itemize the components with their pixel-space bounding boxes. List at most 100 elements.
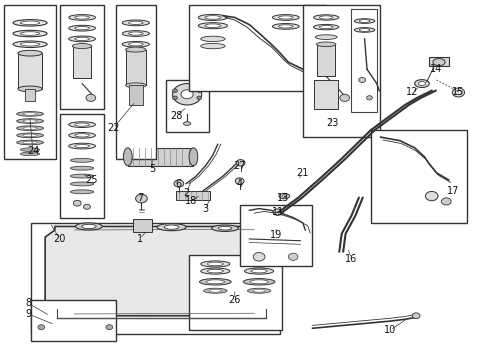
Ellipse shape bbox=[201, 261, 229, 267]
Ellipse shape bbox=[183, 122, 190, 125]
Text: 14: 14 bbox=[429, 64, 442, 74]
Ellipse shape bbox=[75, 223, 102, 230]
Ellipse shape bbox=[319, 26, 332, 29]
Circle shape bbox=[172, 89, 177, 93]
Bar bbox=[165, 80, 208, 132]
Text: 28: 28 bbox=[170, 111, 182, 121]
Ellipse shape bbox=[164, 225, 179, 229]
Text: 9: 9 bbox=[25, 309, 31, 319]
Ellipse shape bbox=[23, 127, 37, 130]
Text: 17: 17 bbox=[447, 186, 459, 196]
Ellipse shape bbox=[354, 19, 374, 23]
Bar bbox=[239, 205, 311, 266]
Ellipse shape bbox=[128, 42, 143, 46]
Ellipse shape bbox=[250, 262, 266, 266]
Ellipse shape bbox=[207, 269, 223, 273]
Circle shape bbox=[339, 94, 349, 102]
Ellipse shape bbox=[250, 269, 266, 273]
Text: 23: 23 bbox=[325, 118, 338, 128]
Ellipse shape bbox=[199, 279, 231, 285]
Ellipse shape bbox=[313, 24, 338, 30]
Ellipse shape bbox=[70, 166, 94, 170]
Ellipse shape bbox=[20, 148, 40, 152]
Circle shape bbox=[172, 96, 177, 100]
Text: 6: 6 bbox=[176, 179, 182, 189]
Ellipse shape bbox=[209, 289, 221, 292]
Polygon shape bbox=[127, 148, 193, 166]
Bar bbox=[302, 5, 379, 137]
Ellipse shape bbox=[313, 15, 338, 20]
Ellipse shape bbox=[278, 25, 292, 28]
Bar bbox=[188, 255, 282, 330]
Polygon shape bbox=[38, 318, 112, 336]
Circle shape bbox=[287, 253, 297, 260]
Text: 19: 19 bbox=[269, 230, 282, 240]
Bar bbox=[60, 5, 104, 109]
Text: 24: 24 bbox=[27, 147, 39, 157]
Circle shape bbox=[253, 252, 264, 261]
Text: 12: 12 bbox=[405, 87, 418, 98]
Ellipse shape bbox=[20, 42, 40, 46]
Circle shape bbox=[236, 159, 244, 166]
Text: 16: 16 bbox=[345, 253, 357, 264]
Circle shape bbox=[86, 94, 96, 102]
Text: 3: 3 bbox=[202, 203, 208, 213]
Ellipse shape bbox=[122, 31, 149, 36]
Ellipse shape bbox=[81, 224, 96, 229]
Text: 8: 8 bbox=[25, 298, 31, 308]
Ellipse shape bbox=[354, 28, 374, 32]
Ellipse shape bbox=[75, 123, 89, 126]
Text: 2: 2 bbox=[183, 188, 189, 198]
Circle shape bbox=[38, 325, 44, 330]
Ellipse shape bbox=[18, 86, 42, 92]
Ellipse shape bbox=[432, 59, 444, 66]
Ellipse shape bbox=[272, 23, 299, 29]
Ellipse shape bbox=[417, 82, 425, 86]
Ellipse shape bbox=[273, 209, 282, 215]
Bar bbox=[60, 114, 104, 217]
Ellipse shape bbox=[319, 16, 332, 19]
Ellipse shape bbox=[205, 280, 224, 284]
Ellipse shape bbox=[75, 37, 89, 41]
Ellipse shape bbox=[23, 134, 37, 136]
Circle shape bbox=[135, 194, 147, 203]
Ellipse shape bbox=[13, 19, 47, 26]
Bar bbox=[18, 53, 42, 89]
Ellipse shape bbox=[69, 36, 95, 42]
Circle shape bbox=[197, 89, 201, 93]
Ellipse shape bbox=[70, 174, 94, 178]
Ellipse shape bbox=[243, 279, 274, 285]
Ellipse shape bbox=[70, 182, 94, 186]
Ellipse shape bbox=[359, 28, 369, 31]
Ellipse shape bbox=[123, 148, 132, 166]
Bar bbox=[128, 85, 143, 105]
Text: 22: 22 bbox=[107, 123, 119, 133]
Ellipse shape bbox=[69, 122, 95, 127]
Ellipse shape bbox=[198, 14, 227, 21]
Ellipse shape bbox=[122, 41, 149, 47]
Bar bbox=[30, 300, 116, 341]
Bar bbox=[313, 80, 338, 109]
Circle shape bbox=[235, 178, 244, 184]
Ellipse shape bbox=[201, 268, 229, 274]
Ellipse shape bbox=[244, 261, 273, 267]
Ellipse shape bbox=[125, 47, 146, 52]
Text: 18: 18 bbox=[184, 197, 197, 206]
Text: 21: 21 bbox=[296, 168, 308, 178]
Text: 20: 20 bbox=[54, 234, 66, 244]
Ellipse shape bbox=[181, 90, 193, 99]
Ellipse shape bbox=[278, 16, 292, 19]
Ellipse shape bbox=[203, 288, 226, 293]
Ellipse shape bbox=[23, 141, 37, 144]
Ellipse shape bbox=[13, 30, 47, 37]
Ellipse shape bbox=[23, 120, 37, 122]
Bar bbox=[428, 58, 448, 66]
Bar bbox=[4, 5, 56, 158]
Bar bbox=[126, 50, 145, 85]
Ellipse shape bbox=[17, 133, 43, 138]
Circle shape bbox=[106, 325, 113, 330]
Circle shape bbox=[366, 96, 372, 100]
Ellipse shape bbox=[451, 88, 464, 97]
Bar bbox=[351, 9, 376, 112]
Ellipse shape bbox=[201, 36, 224, 41]
